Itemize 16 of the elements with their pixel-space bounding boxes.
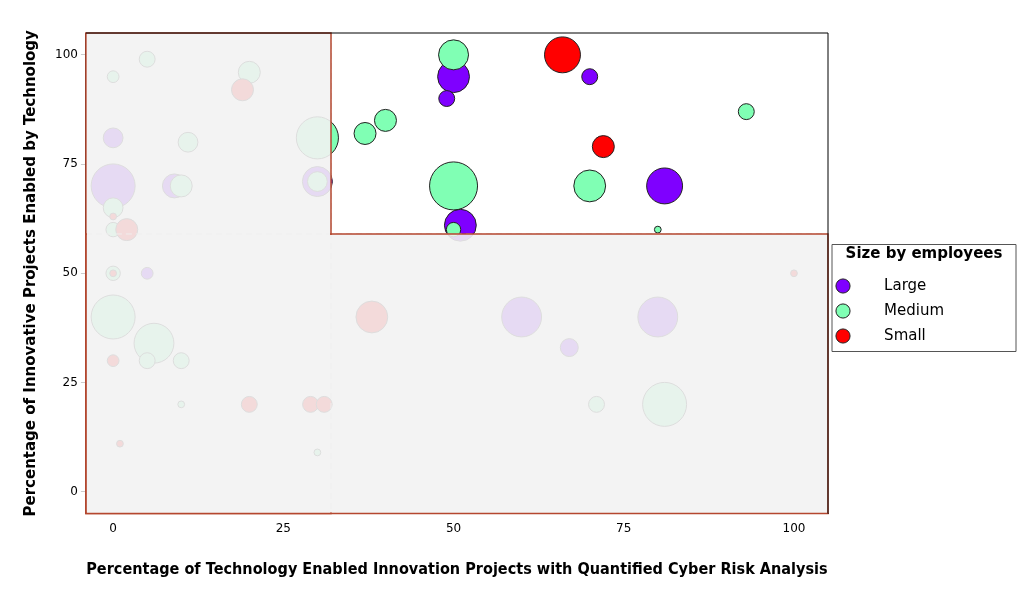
legend-label: Small [855,325,926,344]
x-tick-label: 100 [782,520,806,535]
y-tick-label: 75 [62,156,78,171]
y-axis-title: Percentage of Innovative Projects Enabled by Technology [20,29,39,517]
x-tick-label: 25 [275,520,291,535]
y-tick-label: 25 [62,374,78,389]
x-tick-label: 0 [109,520,117,535]
legend-title: Size by employees [845,243,1003,262]
y-tick-label: 0 [70,483,78,498]
x-tick-label: 50 [445,520,462,535]
legend-label: Medium [855,300,945,319]
y-tick-label: 100 [55,46,78,61]
y-tick-label: 50 [62,265,78,280]
x-tick-label: 75 [616,520,632,535]
legend-label: Large [855,275,927,294]
x-axis-title: Percentage of Technology Enabled Innovation Projects with Quantified Cyber Risk Analysis [86,559,828,577]
